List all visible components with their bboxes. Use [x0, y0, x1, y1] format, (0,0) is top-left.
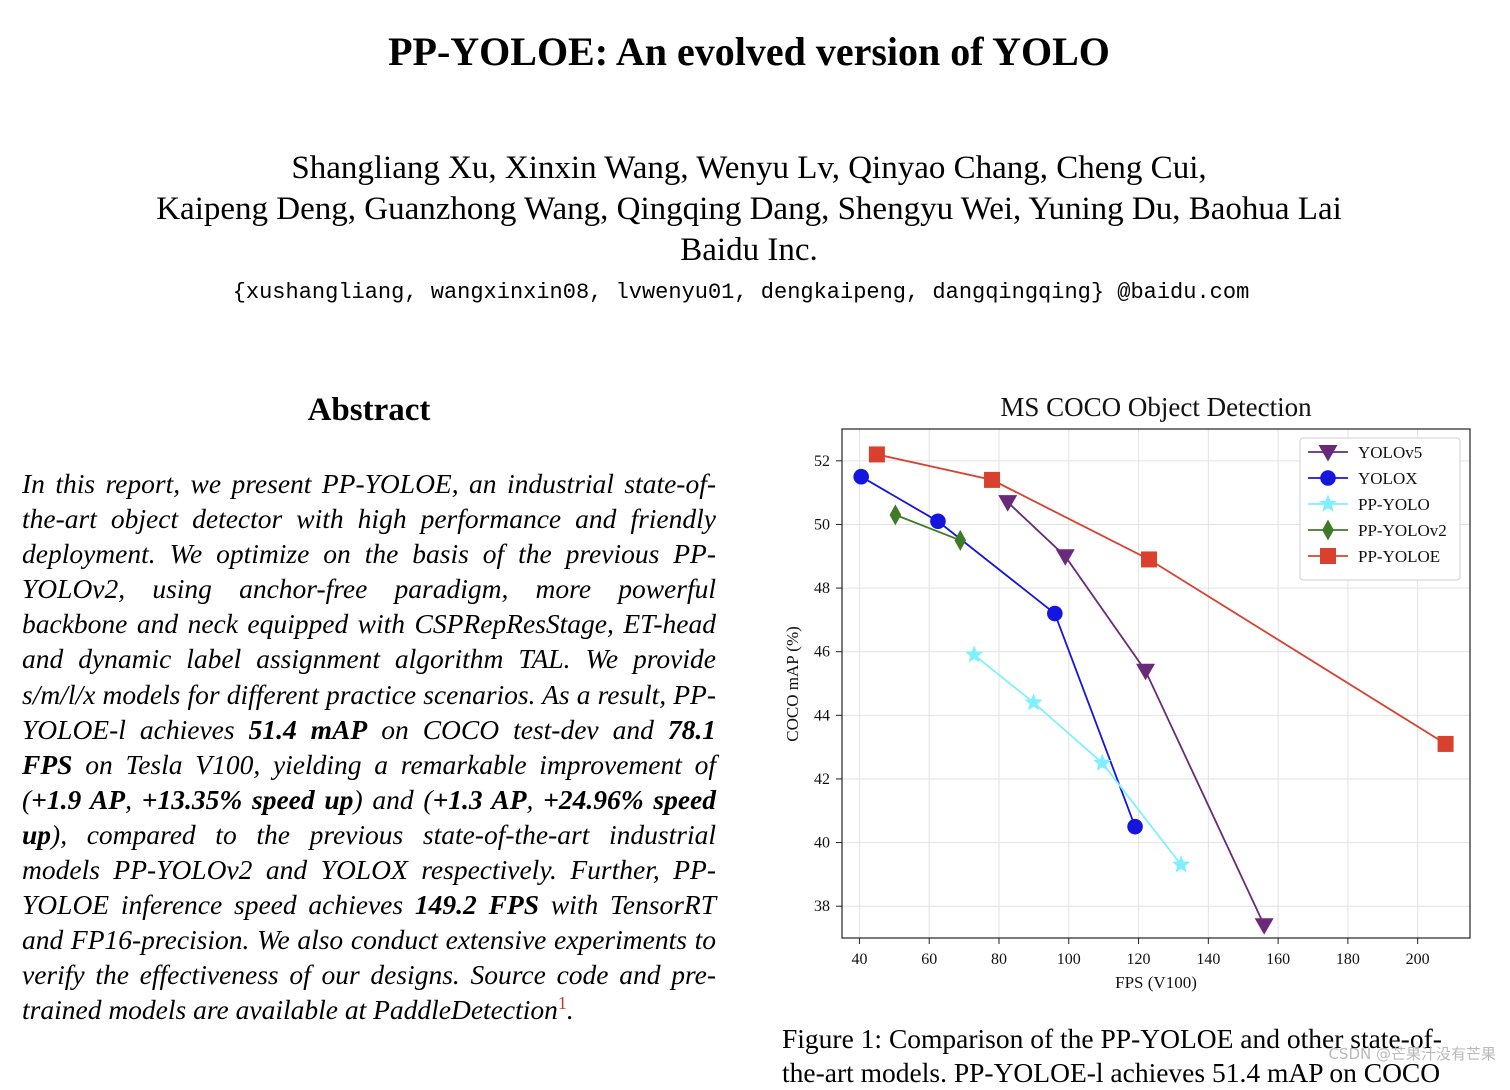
- series-line-pp-yoloe: [876, 453, 1447, 745]
- y-tick-label: 52: [814, 453, 830, 470]
- footnote-link[interactable]: 1: [557, 993, 567, 1014]
- chart-grid: [842, 429, 1470, 938]
- legend-label: PP-YOLO: [1358, 495, 1430, 514]
- x-tick-label: 80: [991, 951, 1007, 968]
- x-tick-label: 120: [1127, 951, 1151, 968]
- data-point-pp-yolo: [1093, 753, 1112, 771]
- data-point-pp-yolo: [1172, 855, 1191, 873]
- abstract-highlight: +13.35% speed up: [141, 783, 354, 815]
- author-block: Shangliang Xu, Xinxin Wang, Wenyu Lv, Qi…: [0, 148, 1498, 271]
- data-point-pp-yolo: [1024, 693, 1043, 711]
- watermark: CSDN @芒果汁没有芒果: [1328, 1045, 1496, 1063]
- figure-1-chart: 40 60 80 100 120 140 160 180 200 38 40 42 44 46 48 50 52…: [770, 388, 1490, 998]
- chart-svg: 40 60 80 100 120 140 160 180 200 38 40 42 44 46 48 50 52…: [783, 392, 1471, 992]
- authors-line-1: Shangliang Xu, Xinxin Wang, Wenyu Lv, Qi…: [291, 150, 1207, 186]
- y-tick-label: 48: [814, 580, 830, 597]
- chart-legend: YOLOv5 YOLOX PP-YOLO PP-YOLOv2 PP-YOLOE: [1299, 437, 1461, 581]
- data-point-pp-yolov2: [954, 529, 967, 551]
- data-point-pp-yoloe: [1437, 735, 1454, 752]
- x-tick-label: 200: [1406, 951, 1430, 968]
- x-axis-label: FPS (V100): [1115, 973, 1197, 992]
- data-point-pp-yolov2: [889, 504, 902, 526]
- abstract-highlight: +1.9 AP: [31, 783, 126, 815]
- series-markers: [853, 446, 1454, 935]
- data-point-yolox: [1127, 818, 1143, 835]
- y-tick-label: 44: [814, 707, 830, 724]
- abstract-text: .: [566, 994, 574, 1026]
- y-tick-label: 46: [814, 644, 830, 661]
- x-tick-label: 140: [1196, 951, 1220, 968]
- data-point-pp-yoloe: [868, 446, 885, 463]
- series-line-yolov5: [1007, 501, 1266, 926]
- x-tick-label: 100: [1057, 951, 1081, 968]
- data-point-yolov5: [1136, 663, 1156, 681]
- abstract-text: ,: [125, 783, 142, 815]
- x-tick-label: 160: [1266, 951, 1290, 968]
- series-lines: [860, 453, 1447, 926]
- axis-ticks: 40 60 80 100 120 140 160 180 200 38 40 42 44 46 48 50 52: [814, 453, 1430, 968]
- legend-marker-pp-yoloe: [1320, 548, 1336, 564]
- y-tick-label: 50: [814, 516, 830, 533]
- data-point-yolov5: [1254, 918, 1274, 935]
- data-point-yolov5: [1055, 549, 1075, 566]
- legend-marker-yolox: [1320, 470, 1336, 486]
- legend-marker-pp-yolov2: [1322, 519, 1334, 541]
- y-tick-label: 40: [814, 835, 830, 852]
- abstract-text: ), compared to the previous state-of-the…: [22, 818, 716, 921]
- abstract-highlight: +24.96% speed up: [22, 783, 717, 850]
- x-tick-label: 60: [921, 951, 937, 968]
- affiliation: Baidu Inc.: [680, 232, 818, 268]
- data-point-pp-yolo: [965, 645, 984, 663]
- abstract-highlight: 149.2 FPS: [414, 889, 540, 921]
- legend-label: YOLOX: [1358, 469, 1418, 488]
- abstract-body: In this report, we present PP-YOLOE, an …: [22, 466, 716, 1028]
- paper-title: PP-YOLOE: An evolved version of YOLO: [388, 29, 1110, 74]
- x-tick-label: 40: [851, 951, 867, 968]
- abstract-text: ) and (: [353, 783, 433, 815]
- plot-area-frame: [841, 428, 1471, 939]
- authors-line-2: Kaipeng Deng, Guanzhong Wang, Qingqing D…: [156, 191, 1342, 227]
- data-point-pp-yoloe: [984, 471, 1001, 488]
- y-tick-label: 42: [814, 771, 830, 788]
- series-line-yolox: [860, 475, 1136, 828]
- y-tick-label: 38: [814, 898, 830, 915]
- abstract-text: with TensorRT and FP16-precision. We als…: [22, 889, 716, 1026]
- abstract-text: on COCO test-dev and: [367, 713, 668, 745]
- legend-label: PP-YOLOv2: [1358, 521, 1447, 540]
- abstract-heading: Abstract: [307, 392, 431, 428]
- chart-title: MS COCO Object Detection: [1000, 392, 1312, 422]
- legend-marker-pp-yolo: [1318, 494, 1338, 512]
- abstract-highlight: 78.1 FPS: [22, 713, 716, 780]
- abstract-text: on Tesla V100, yielding a remarkable imp…: [22, 748, 716, 815]
- abstract-text: ,: [526, 783, 544, 815]
- legend-marker-yolov5: [1318, 445, 1338, 462]
- author-emails: {xushangliang, wangxinxin08, lvwenyu01, …: [232, 280, 1250, 305]
- data-point-yolox: [853, 468, 869, 485]
- data-point-pp-yoloe: [1141, 551, 1158, 568]
- data-point-yolox: [930, 513, 946, 530]
- abstract-highlight: +1.3 AP: [432, 783, 527, 815]
- abstract-text: In this report, we present PP-YOLOE, an …: [22, 468, 716, 745]
- legend-label: PP-YOLOE: [1358, 547, 1440, 566]
- series-line-pp-yolov2: [895, 514, 961, 542]
- legend-label: YOLOv5: [1358, 443, 1422, 462]
- abstract-highlight: 51.4 mAP: [248, 713, 368, 745]
- series-line-pp-yolo: [973, 654, 1182, 866]
- data-point-yolov5: [998, 495, 1018, 512]
- x-tick-label: 180: [1336, 951, 1360, 968]
- data-point-yolox: [1047, 605, 1063, 622]
- y-axis-label: COCO mAP (%): [783, 626, 802, 742]
- legend-frame: [1299, 437, 1461, 581]
